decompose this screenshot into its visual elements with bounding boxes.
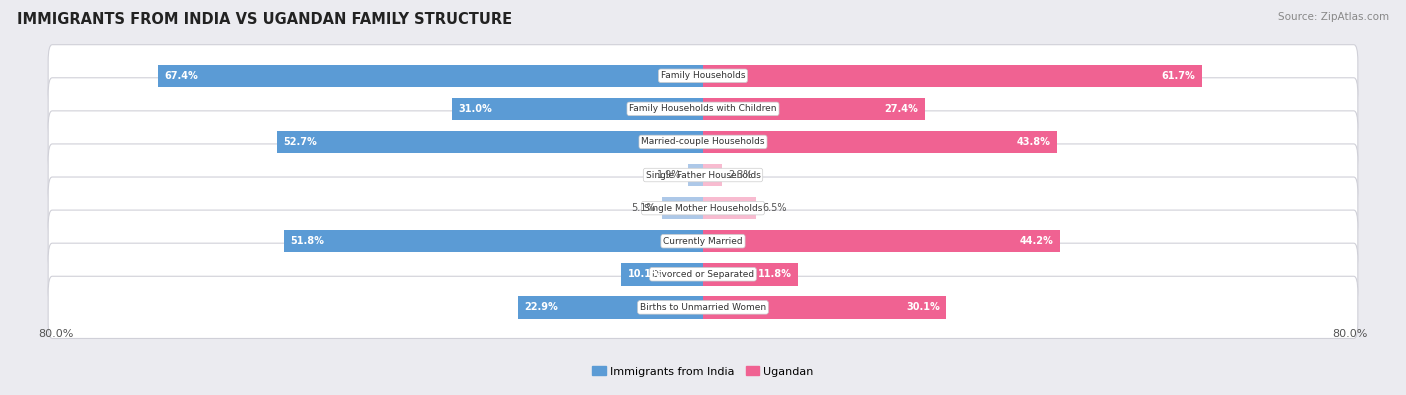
Bar xyxy=(662,197,703,219)
Legend: Immigrants from India, Ugandan: Immigrants from India, Ugandan xyxy=(592,366,814,376)
FancyBboxPatch shape xyxy=(48,111,1358,173)
Bar xyxy=(703,197,755,219)
Bar xyxy=(703,64,1202,87)
Text: 52.7%: 52.7% xyxy=(284,137,318,147)
Text: 6.5%: 6.5% xyxy=(762,203,786,213)
Bar xyxy=(688,164,703,186)
Bar xyxy=(703,263,799,286)
Text: Family Households with Children: Family Households with Children xyxy=(630,104,776,113)
Text: 61.7%: 61.7% xyxy=(1161,71,1195,81)
Text: 22.9%: 22.9% xyxy=(524,302,558,312)
Text: 31.0%: 31.0% xyxy=(458,104,492,114)
Text: Divorced or Separated: Divorced or Separated xyxy=(652,270,754,279)
Bar xyxy=(453,98,703,120)
Text: 2.3%: 2.3% xyxy=(728,170,752,180)
Text: 11.8%: 11.8% xyxy=(758,269,792,279)
Text: 51.8%: 51.8% xyxy=(291,236,325,246)
Bar xyxy=(284,230,703,252)
FancyBboxPatch shape xyxy=(48,45,1358,107)
Bar xyxy=(621,263,703,286)
Text: 5.1%: 5.1% xyxy=(631,203,655,213)
Text: Family Households: Family Households xyxy=(661,71,745,80)
Text: Single Mother Households: Single Mother Households xyxy=(644,203,762,213)
Bar xyxy=(703,230,1060,252)
Bar xyxy=(157,64,703,87)
Text: 27.4%: 27.4% xyxy=(884,104,918,114)
Text: IMMIGRANTS FROM INDIA VS UGANDAN FAMILY STRUCTURE: IMMIGRANTS FROM INDIA VS UGANDAN FAMILY … xyxy=(17,12,512,27)
Bar xyxy=(703,98,925,120)
Text: Currently Married: Currently Married xyxy=(664,237,742,246)
FancyBboxPatch shape xyxy=(48,144,1358,206)
Bar xyxy=(703,164,721,186)
Text: 1.9%: 1.9% xyxy=(657,170,681,180)
FancyBboxPatch shape xyxy=(48,276,1358,339)
FancyBboxPatch shape xyxy=(48,78,1358,140)
FancyBboxPatch shape xyxy=(48,243,1358,305)
Text: 10.1%: 10.1% xyxy=(628,269,662,279)
Text: 43.8%: 43.8% xyxy=(1017,137,1050,147)
FancyBboxPatch shape xyxy=(48,210,1358,272)
Bar xyxy=(277,131,703,153)
Text: Single Father Households: Single Father Households xyxy=(645,171,761,180)
Text: Source: ZipAtlas.com: Source: ZipAtlas.com xyxy=(1278,12,1389,22)
Text: Married-couple Households: Married-couple Households xyxy=(641,137,765,147)
Text: Births to Unmarried Women: Births to Unmarried Women xyxy=(640,303,766,312)
Bar xyxy=(703,131,1057,153)
Text: 67.4%: 67.4% xyxy=(165,71,198,81)
FancyBboxPatch shape xyxy=(48,177,1358,239)
Bar xyxy=(517,296,703,319)
Bar xyxy=(703,296,946,319)
Text: 30.1%: 30.1% xyxy=(905,302,939,312)
Text: 44.2%: 44.2% xyxy=(1021,236,1054,246)
